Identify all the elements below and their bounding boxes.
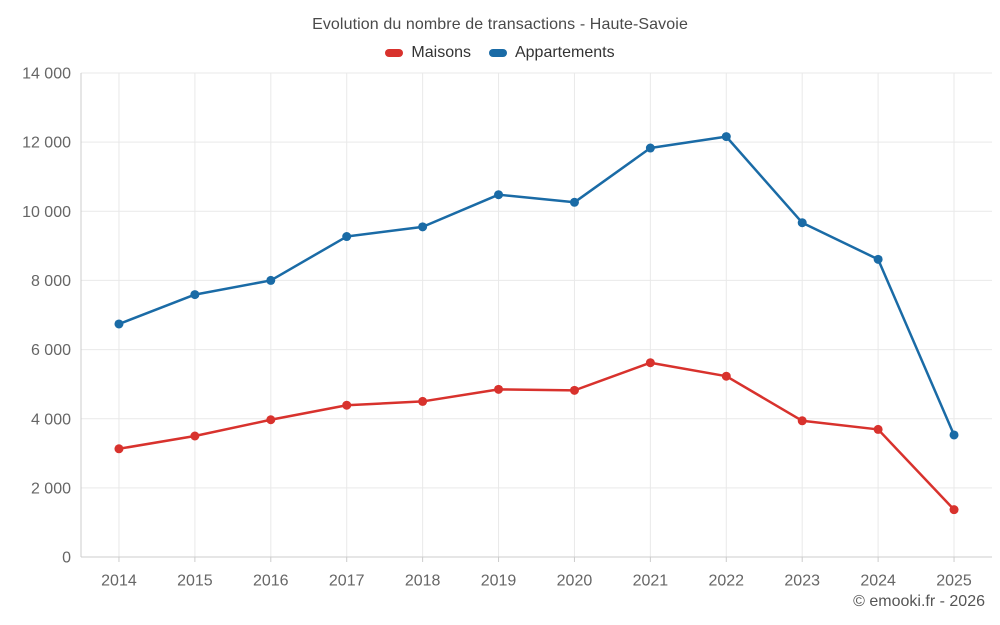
- data-point-appartements-2023[interactable]: [797, 218, 807, 228]
- series-line-maisons[interactable]: [117, 361, 956, 511]
- chart-title: Evolution du nombre de transactions - Ha…: [312, 16, 688, 33]
- y-axis-label: 12 000: [22, 135, 71, 152]
- y-axis-label: 6 000: [31, 342, 71, 359]
- data-point-appartements-2015[interactable]: [190, 290, 200, 300]
- x-axis-label: 2021: [633, 573, 669, 590]
- appartements-series-swatch-icon: [488, 49, 507, 57]
- data-point-appartements-2021[interactable]: [645, 143, 655, 153]
- legend-label-appartements: Appartements: [514, 44, 615, 61]
- data-point-appartements-2018[interactable]: [418, 222, 428, 232]
- data-point-maisons-2021[interactable]: [645, 358, 655, 368]
- x-axis-label: 2014: [101, 573, 137, 590]
- legend-item-appartements[interactable]: Appartements: [488, 44, 615, 62]
- data-point-maisons-2015[interactable]: [190, 431, 200, 441]
- data-point-appartements-2025[interactable]: [949, 430, 959, 440]
- x-axis-label: 2022: [708, 573, 744, 590]
- data-point-appartements-2016[interactable]: [266, 275, 276, 285]
- data-point-appartements-2024[interactable]: [873, 254, 883, 264]
- data-point-maisons-2017[interactable]: [342, 400, 352, 410]
- x-axis-label: 2018: [405, 573, 441, 590]
- y-axis-label: 8 000: [31, 273, 71, 290]
- data-point-maisons-2023[interactable]: [797, 416, 807, 426]
- y-axis-label: 0: [62, 550, 71, 567]
- maisons-series-swatch-icon: [385, 49, 404, 57]
- data-point-maisons-2016[interactable]: [266, 415, 276, 425]
- data-point-maisons-2024[interactable]: [873, 424, 883, 434]
- data-point-appartements-2019[interactable]: [494, 190, 504, 200]
- data-point-appartements-2014[interactable]: [114, 319, 124, 329]
- y-axis-label: 4 000: [31, 411, 71, 428]
- y-axis-label: 14 000: [22, 66, 71, 83]
- data-point-appartements-2017[interactable]: [342, 232, 352, 242]
- data-point-appartements-2020[interactable]: [569, 197, 579, 207]
- data-point-maisons-2018[interactable]: [418, 396, 428, 406]
- data-point-maisons-2014[interactable]: [114, 444, 124, 454]
- x-axis-label: 2024: [860, 573, 896, 590]
- legend: Maisons Appartements: [0, 44, 1000, 62]
- y-axis-label: 10 000: [22, 204, 71, 221]
- y-axis-label: 2 000: [31, 480, 71, 497]
- data-point-maisons-2019[interactable]: [494, 384, 504, 394]
- data-point-maisons-2020[interactable]: [569, 385, 579, 395]
- x-axis-label: 2016: [253, 573, 289, 590]
- x-axis-label: 2020: [557, 573, 593, 590]
- legend-item-maisons[interactable]: Maisons: [385, 44, 471, 62]
- legend-label-maisons: Maisons: [411, 44, 471, 61]
- data-point-maisons-2025[interactable]: [949, 505, 959, 515]
- x-axis-label: 2023: [784, 573, 820, 590]
- x-axis-label: 2015: [177, 573, 213, 590]
- data-point-appartements-2022[interactable]: [721, 132, 731, 142]
- x-axis-label: 2017: [329, 573, 365, 590]
- copyright-credit: © emooki.fr - 2026: [853, 593, 985, 610]
- x-axis-label: 2019: [481, 573, 517, 590]
- x-axis-label: 2025: [936, 573, 972, 590]
- series-line-appartements[interactable]: [117, 135, 956, 437]
- data-point-maisons-2022[interactable]: [721, 371, 731, 381]
